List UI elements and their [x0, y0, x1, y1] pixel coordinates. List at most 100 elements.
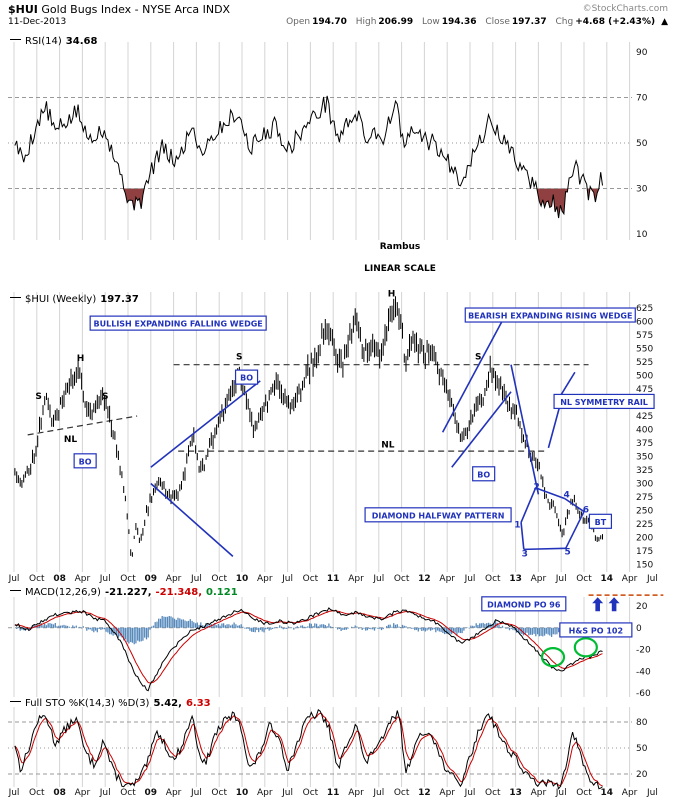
annotation-box: [89, 315, 267, 331]
green-circle-highlight: [573, 637, 598, 658]
price-line-swatch: [10, 297, 21, 298]
annotation-box-label: BO: [79, 457, 92, 466]
x-tick-label: Jul: [281, 574, 293, 584]
x-tick-label: Jul: [555, 788, 567, 798]
y-axis-label: 30: [636, 185, 648, 195]
watermark-scale: LINEAR SCALE: [364, 264, 436, 274]
y-axis-label: 625: [636, 304, 653, 314]
macd-line: [14, 607, 603, 692]
chart-header: $HUI Gold Bugs Index - NYSE Arca INDX: [8, 3, 230, 16]
x-tick-label: Apr: [348, 574, 364, 584]
x-tick-label: Apr: [257, 788, 273, 798]
annotation-box-label: DIAMOND PO 96: [487, 600, 561, 609]
y-axis-label: -60: [636, 689, 651, 699]
rsi-value: 34.68: [65, 36, 98, 47]
y-axis-label: 50: [636, 139, 648, 149]
pattern-letter: 2: [533, 483, 539, 493]
rsi-label: RSI(14): [25, 36, 62, 47]
sto-legend: Full STO %K(14,3) %D(3) 5.42, 6.33: [10, 698, 211, 709]
y-axis-label: 10: [636, 230, 648, 240]
y-axis-label: 575: [636, 331, 653, 341]
pattern-letter: S: [236, 353, 242, 363]
pattern-letter: 3: [522, 550, 528, 560]
x-tick-label: 14: [601, 574, 614, 584]
x-tick-label: 08: [53, 788, 66, 798]
x-tick-label: Apr: [531, 574, 547, 584]
x-tick-label: Oct: [576, 574, 592, 584]
y-axis-label: 225: [636, 520, 653, 530]
annotation-box-label: BEARISH EXPANDING RISING WEDGE: [468, 312, 632, 321]
high-label: High: [355, 17, 377, 27]
pattern-letter: 1: [514, 521, 520, 531]
close-label: Close: [485, 17, 510, 27]
rsi-line: [14, 95, 603, 219]
x-tick-label: Apr: [75, 574, 91, 584]
annotation-box: [553, 393, 655, 410]
y-axis-label: 550: [636, 345, 653, 355]
y-axis-label: 325: [636, 466, 653, 476]
macd-legend: MACD(12,26,9) -21.227, -21.348, 0.121: [10, 587, 238, 598]
y-axis-label: -20: [636, 646, 651, 656]
watermark-author: Rambus: [379, 242, 421, 252]
x-tick-label: Jul: [99, 788, 111, 798]
x-tick-label: 14: [601, 788, 614, 798]
up-arrow-glyph: ▲: [661, 17, 668, 27]
x-tick-label: Jul: [190, 574, 202, 584]
macd-signal-line: [14, 610, 603, 684]
low-value: 194.36: [441, 17, 477, 27]
x-tick-label: Apr: [622, 574, 638, 584]
annotation-box: [364, 507, 512, 523]
y-axis-label: 0: [636, 624, 642, 634]
sto-k-line: [14, 708, 603, 790]
y-axis-label: 275: [636, 493, 653, 503]
x-tick-label: 12: [418, 788, 431, 798]
x-tick-label: Jul: [464, 788, 476, 798]
x-tick-label: 11: [327, 574, 340, 584]
y-axis-label: 425: [636, 412, 653, 422]
x-tick-label: Apr: [166, 788, 182, 798]
macd-line-swatch: [10, 590, 21, 591]
annotation-box-label: NL SYMMETRY RAIL: [560, 398, 648, 407]
y-axis-label: 20: [636, 602, 648, 612]
x-tick-label: 12: [418, 574, 431, 584]
up-arrow-icon: [608, 597, 620, 612]
macd-value-1: -21.227,: [104, 587, 152, 598]
up-arrow-icon: [592, 597, 604, 612]
y-axis-label: 90: [636, 48, 648, 58]
annotation-box: [472, 466, 496, 482]
macd-value-2: -21.348,: [155, 587, 203, 598]
high-value: 206.99: [378, 17, 414, 27]
annotation-box-label: DIAMOND HALFWAY PATTERN: [372, 511, 505, 520]
price-value: 197.37: [100, 294, 139, 305]
x-tick-label: Apr: [166, 574, 182, 584]
x-tick-label: Jul: [372, 574, 384, 584]
annotation-trendline: [150, 482, 234, 557]
x-tick-label: 11: [327, 788, 340, 798]
x-tick-label: Apr: [439, 788, 455, 798]
annotation-trendline: [150, 380, 261, 468]
annotation-box-label: H&S PO 102: [569, 626, 623, 635]
x-tick-label: Apr: [348, 788, 364, 798]
macd-label: MACD(12,26,9): [25, 587, 101, 598]
annotation-trendline: [559, 371, 576, 397]
y-axis-label: 175: [636, 547, 653, 557]
green-circle-highlight: [540, 647, 566, 668]
open-label: Open: [286, 17, 311, 27]
y-axis-label: 350: [636, 453, 653, 463]
pattern-letter: S: [102, 392, 108, 402]
x-tick-label: Jul: [372, 788, 384, 798]
x-tick-label: Jul: [99, 574, 111, 584]
x-tick-label: Jul: [646, 788, 658, 798]
x-tick-label: 13: [509, 788, 522, 798]
close-value: 197.37: [511, 17, 547, 27]
open-value: 194.70: [312, 17, 347, 27]
annotation-box: [481, 596, 567, 612]
y-axis-label: 500: [636, 372, 653, 382]
x-tick-label: Jul: [464, 574, 476, 584]
rsi-oversold-fill: [123, 188, 599, 219]
chg-value: +4.68 (+2.43%): [575, 17, 656, 27]
y-axis-label: 375: [636, 439, 653, 449]
quote-strip: Open 194.70 High 206.99 Low 194.36 Close 197…: [286, 17, 668, 27]
